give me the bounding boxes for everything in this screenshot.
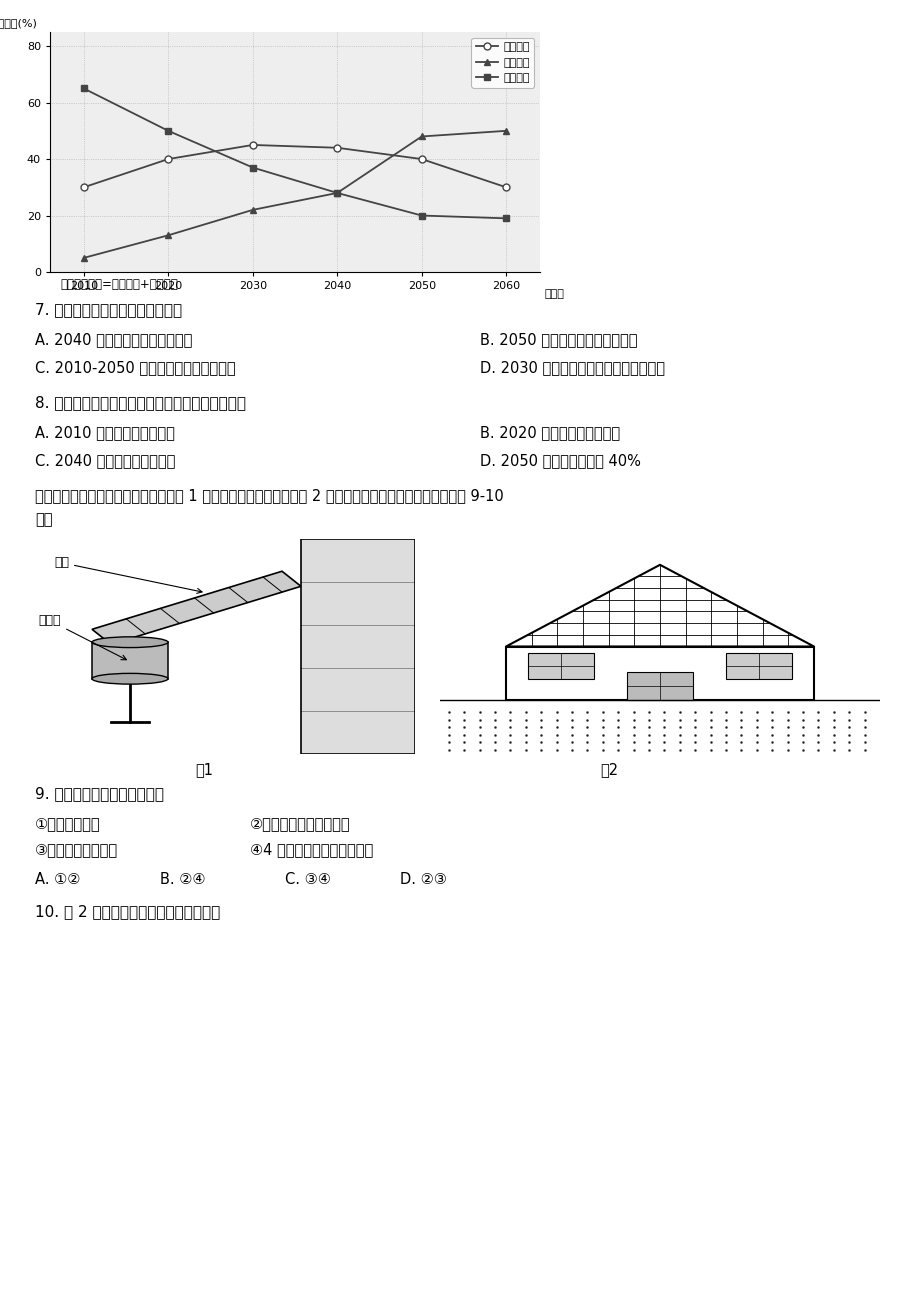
Text: ④4 有利于实现雨水的资源化: ④4 有利于实现雨水的资源化 (250, 842, 373, 857)
郊区人口 (163, 228, 174, 243)
Ellipse shape (92, 637, 168, 647)
Text: 图1: 图1 (195, 762, 213, 777)
Text: （年）: （年） (544, 289, 564, 298)
Polygon shape (92, 572, 301, 644)
Polygon shape (92, 642, 168, 678)
Text: 集水槽: 集水槽 (39, 615, 126, 660)
城区人口 (78, 180, 89, 195)
Text: D. 2050 年城市化水平约 40%: D. 2050 年城市化水平约 40% (480, 453, 641, 467)
Text: 注：城市人口=城区人口+郊区人口: 注：城市人口=城区人口+郊区人口 (60, 279, 177, 292)
Line: 郊区人口: 郊区人口 (80, 128, 509, 262)
乡村人口 (247, 160, 258, 176)
Legend: 城区人口, 郊区人口, 乡村人口: 城区人口, 郊区人口, 乡村人口 (471, 38, 534, 87)
Text: C. 2040 年出现再城市化现象: C. 2040 年出现再城市化现象 (35, 453, 176, 467)
Text: B. ②④: B. ②④ (160, 872, 205, 887)
Text: ①加重城市涝灾: ①加重城市涝灾 (35, 816, 100, 831)
乡村人口 (163, 122, 174, 138)
Line: 城区人口: 城区人口 (80, 142, 509, 191)
Text: 图2: 图2 (599, 762, 618, 777)
Polygon shape (725, 652, 791, 678)
郊区人口 (78, 250, 89, 266)
Text: 7. 图示区域城乡人口变化的特点是: 7. 图示区域城乡人口变化的特点是 (35, 302, 182, 316)
Text: ③缓解城市缺水问题: ③缓解城市缺水问题 (35, 842, 118, 857)
Polygon shape (301, 539, 414, 754)
Polygon shape (627, 672, 692, 700)
Text: 8. 下列关于图示区域城市化进程的判断，正确的是: 8. 下列关于图示区域城市化进程的判断，正确的是 (35, 395, 245, 410)
Text: C. ③④: C. ③④ (285, 872, 331, 887)
Polygon shape (505, 647, 813, 700)
Line: 乡村人口: 乡村人口 (80, 85, 509, 221)
乡村人口 (78, 81, 89, 96)
城区人口 (332, 139, 343, 155)
Text: A. 2010 年进入中期加速阶段: A. 2010 年进入中期加速阶段 (35, 424, 175, 440)
Text: 右图表示雨水的两种不同处理方式，图 1 示意利用雨棚收集雨水，图 2 示意将雨水直接引入地下。读图完成 9-10: 右图表示雨水的两种不同处理方式，图 1 示意利用雨棚收集雨水，图 2 示意将雨水… (35, 488, 504, 503)
郊区人口 (247, 202, 258, 217)
Polygon shape (505, 565, 813, 647)
Text: B. 2050 年乡村人口超过城区人口: B. 2050 年乡村人口超过城区人口 (480, 332, 637, 348)
Text: A. 2040 年乡村人口都转移到郊区: A. 2040 年乡村人口都转移到郊区 (35, 332, 192, 348)
郊区人口 (415, 129, 426, 145)
Polygon shape (528, 652, 594, 678)
乡村人口 (332, 185, 343, 201)
郊区人口 (500, 122, 511, 138)
Ellipse shape (92, 673, 168, 684)
城区人口 (415, 151, 426, 167)
Text: 9. 利用雨棚收集雨水的意义是: 9. 利用雨棚收集雨水的意义是 (35, 786, 164, 801)
Text: B. 2020 年后城市化速度减缓: B. 2020 年后城市化速度减缓 (480, 424, 619, 440)
乡村人口 (415, 208, 426, 224)
城区人口 (163, 151, 174, 167)
Text: 人口比重(%): 人口比重(%) (0, 18, 37, 27)
Text: A. ①②: A. ①② (35, 872, 80, 887)
Text: 题。: 题。 (35, 512, 52, 527)
乡村人口 (500, 211, 511, 227)
Text: C. 2010-2050 年城市人口比重不断上升: C. 2010-2050 年城市人口比重不断上升 (35, 359, 235, 375)
郊区人口 (332, 185, 343, 201)
城区人口 (500, 180, 511, 195)
Text: D. ②③: D. ②③ (400, 872, 447, 887)
Text: ②增加雨水和污水的汇流: ②增加雨水和污水的汇流 (250, 816, 350, 831)
Text: 雨棚: 雨棚 (54, 556, 202, 594)
Text: 10. 图 2 所示雨水处理方式的主要作用是: 10. 图 2 所示雨水处理方式的主要作用是 (35, 904, 220, 919)
Text: D. 2030 年城市人口与乡村人口大致相当: D. 2030 年城市人口与乡村人口大致相当 (480, 359, 664, 375)
城区人口 (247, 137, 258, 152)
